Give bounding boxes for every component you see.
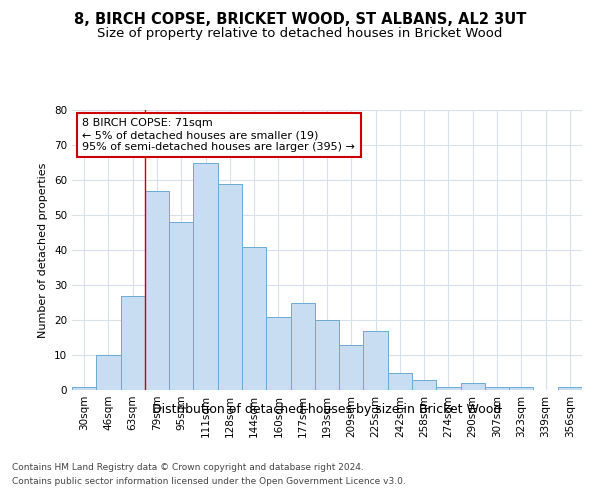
- Y-axis label: Number of detached properties: Number of detached properties: [38, 162, 49, 338]
- Bar: [121, 296, 145, 390]
- Bar: [364, 330, 388, 390]
- Bar: [290, 302, 315, 390]
- Bar: [485, 386, 509, 390]
- Bar: [218, 184, 242, 390]
- Bar: [509, 386, 533, 390]
- Bar: [412, 380, 436, 390]
- Bar: [96, 355, 121, 390]
- Text: Size of property relative to detached houses in Bricket Wood: Size of property relative to detached ho…: [97, 28, 503, 40]
- Text: 8, BIRCH COPSE, BRICKET WOOD, ST ALBANS, AL2 3UT: 8, BIRCH COPSE, BRICKET WOOD, ST ALBANS,…: [74, 12, 526, 28]
- Bar: [72, 386, 96, 390]
- Bar: [558, 386, 582, 390]
- Text: 8 BIRCH COPSE: 71sqm
← 5% of detached houses are smaller (19)
95% of semi-detach: 8 BIRCH COPSE: 71sqm ← 5% of detached ho…: [82, 118, 355, 152]
- Bar: [266, 316, 290, 390]
- Bar: [436, 386, 461, 390]
- Bar: [193, 162, 218, 390]
- Bar: [169, 222, 193, 390]
- Bar: [242, 246, 266, 390]
- Bar: [339, 344, 364, 390]
- Bar: [461, 383, 485, 390]
- Text: Contains public sector information licensed under the Open Government Licence v3: Contains public sector information licen…: [12, 478, 406, 486]
- Text: Contains HM Land Registry data © Crown copyright and database right 2024.: Contains HM Land Registry data © Crown c…: [12, 462, 364, 471]
- Bar: [388, 372, 412, 390]
- Bar: [145, 190, 169, 390]
- Bar: [315, 320, 339, 390]
- Text: Distribution of detached houses by size in Bricket Wood: Distribution of detached houses by size …: [152, 402, 502, 415]
